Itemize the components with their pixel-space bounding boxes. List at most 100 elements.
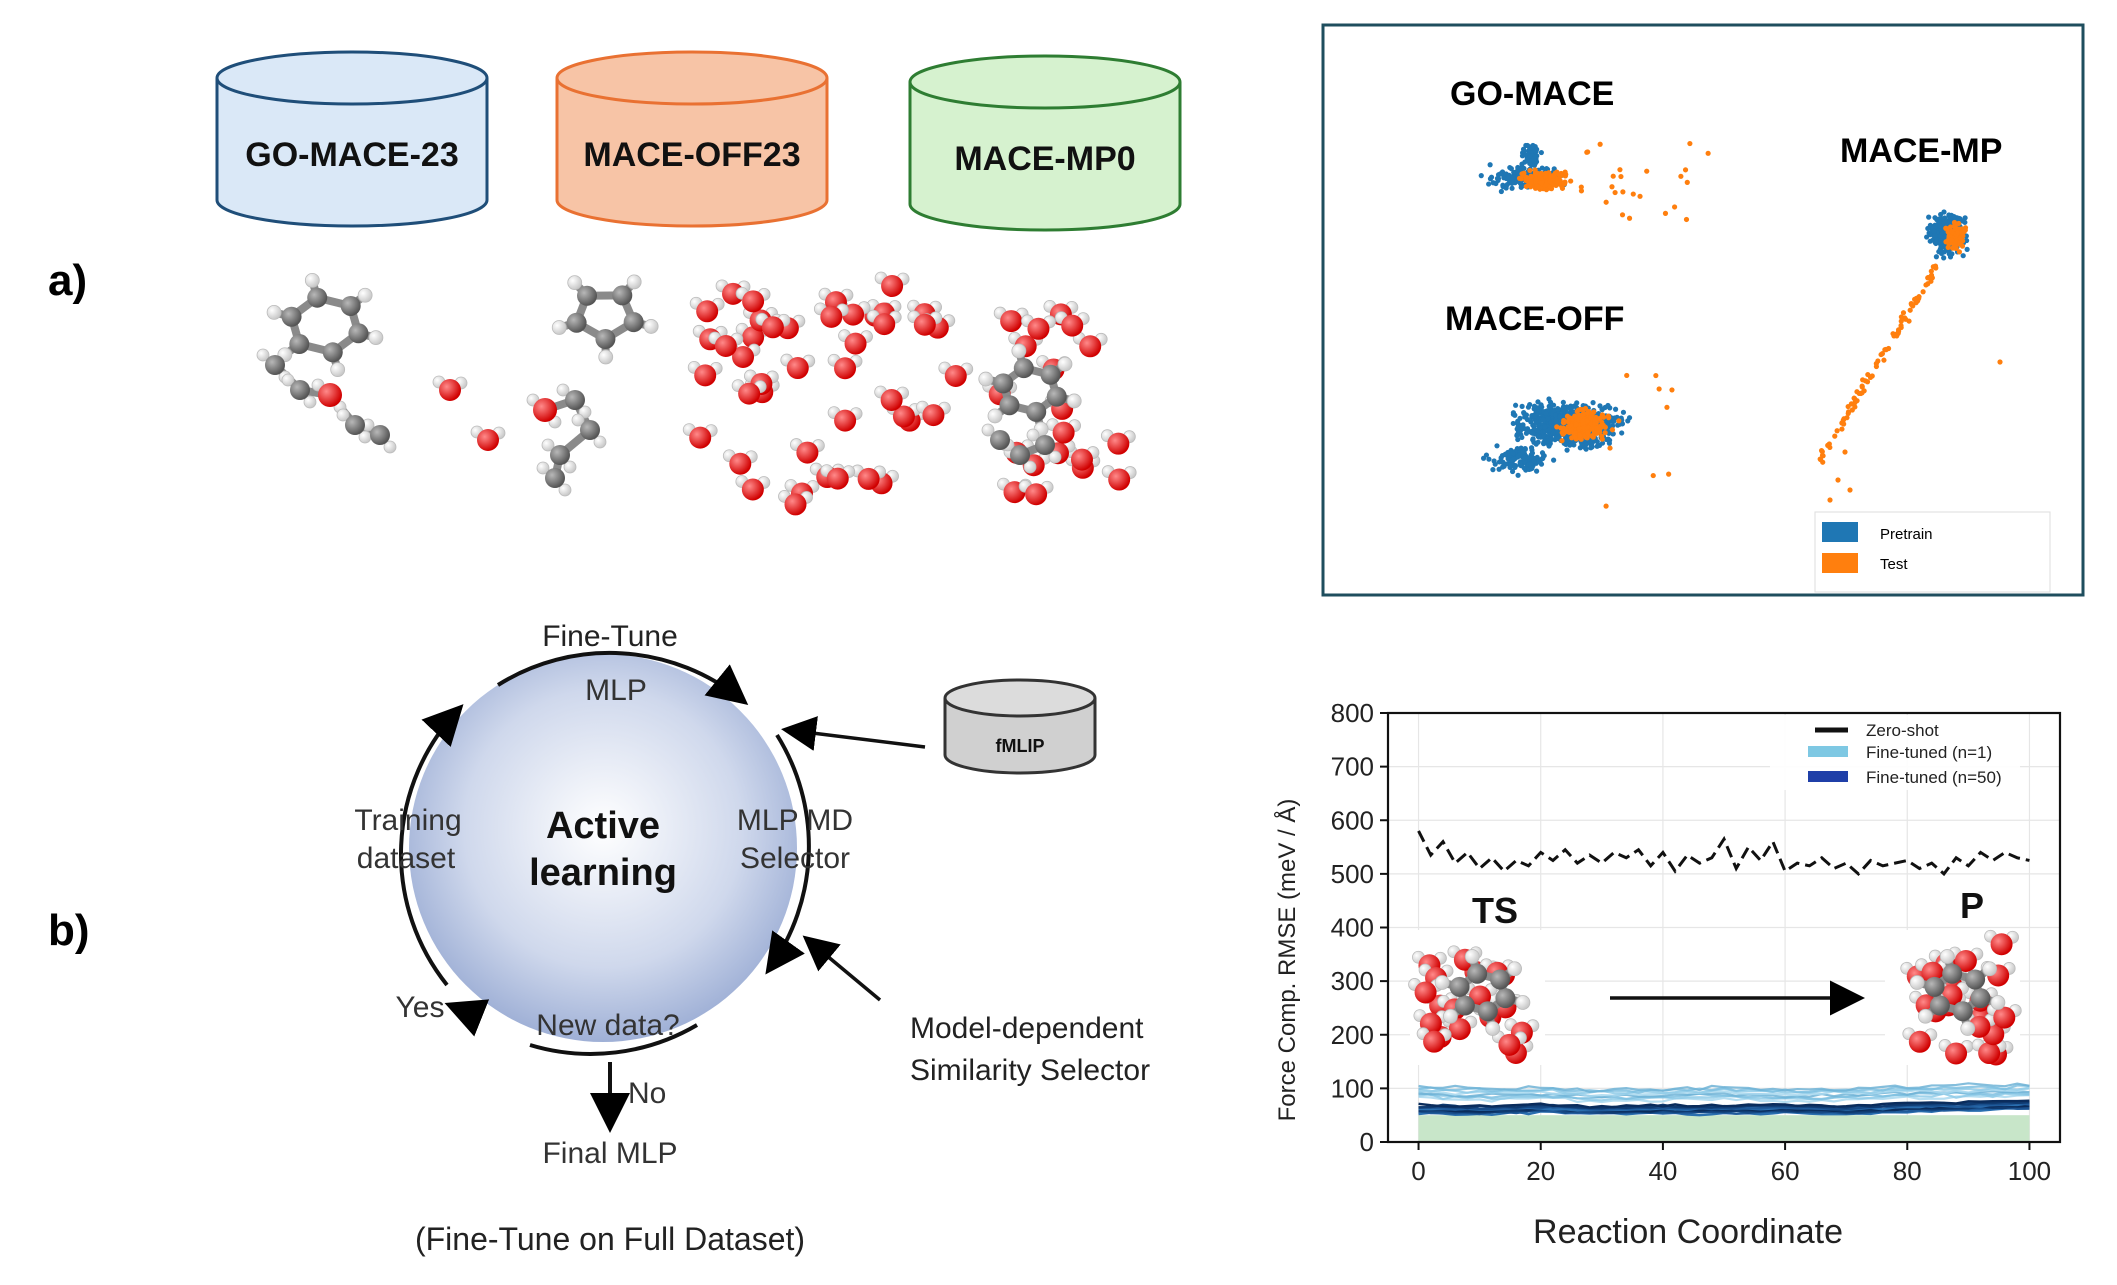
embedding-point [1839, 426, 1845, 432]
embedding-point [1847, 487, 1853, 493]
hydrogen-atom [330, 362, 346, 378]
embedding-point [1662, 210, 1669, 216]
embedding-point [1582, 405, 1589, 412]
series-fine-tuned-1-line [1418, 1094, 2030, 1104]
oxygen-atom [742, 290, 765, 313]
x-tick-label: 100 [2008, 1156, 2051, 1186]
hydrogen-atom [598, 349, 614, 365]
embedding-point [1560, 408, 1566, 415]
embedding-point [1584, 410, 1590, 416]
embedding-point [1511, 169, 1517, 175]
hydrogen-atom [1057, 356, 1073, 372]
embedding-point [1534, 427, 1540, 433]
embedding-point [1594, 443, 1600, 449]
embedding-point [1637, 193, 1643, 199]
embedding-point [1907, 307, 1913, 313]
embedding-point [1551, 457, 1557, 463]
hydrogen-atom [626, 274, 642, 290]
embedding-point [1547, 405, 1553, 411]
carbon-atom [1965, 969, 1986, 990]
embedding-point [1504, 182, 1510, 188]
x-tick-label: 60 [1771, 1156, 1800, 1186]
legend-label-zero-shot: Zero-shot [1866, 721, 1939, 740]
embedding-point [1610, 431, 1616, 437]
embedding-point [1865, 371, 1871, 378]
oxygen-atom [834, 409, 857, 432]
hydrogen-atom [1960, 1021, 1976, 1036]
embedding-point [1510, 450, 1516, 457]
oxygen-atom [742, 326, 765, 349]
oxygen-atom [1448, 1018, 1471, 1041]
embedding-point [1529, 430, 1535, 436]
embedding-point [1588, 415, 1594, 421]
embedding-point [1543, 410, 1549, 416]
center-title-line1: Active [546, 805, 660, 847]
embedding-point [1502, 451, 1508, 457]
carbon-atom [1035, 435, 1055, 455]
arc-arrow-bottom [529, 1023, 699, 1056]
embedding-point [1666, 471, 1672, 477]
embedding-point [1618, 173, 1624, 180]
oxygen-atom [1107, 432, 1130, 455]
carbon-atom [623, 312, 644, 333]
embedding-point [1527, 160, 1533, 167]
embedding-point [1933, 254, 1939, 260]
embedding-point [1521, 165, 1527, 172]
embedding-point [1520, 449, 1526, 455]
embedding-point [1566, 415, 1572, 421]
y-tick-label: 800 [1331, 698, 1374, 728]
embedding-points [1478, 140, 2003, 509]
selector-arrow [802, 935, 882, 1002]
embedding-point [1592, 417, 1598, 423]
cluster-label-mace-mp: MACE-MP [1840, 132, 2002, 170]
embedding-point [1589, 444, 1595, 450]
fine-tuned-bands [1418, 1082, 2030, 1117]
embedding-point [1557, 413, 1563, 420]
label-training: Training [354, 804, 461, 837]
embedding-point [1705, 150, 1711, 156]
embedding-point [1832, 433, 1838, 439]
embedding-point [1818, 447, 1825, 454]
embedding-point [1540, 417, 1546, 423]
embedding-point [1938, 250, 1945, 257]
embedding-point [1590, 400, 1596, 406]
oxygen-atom [1027, 317, 1050, 340]
arc-arrow-top [496, 650, 749, 706]
oxygen-atom [796, 441, 819, 464]
embedding-point [1925, 274, 1931, 281]
embedding-point [1498, 188, 1504, 195]
embedding-point [1854, 389, 1860, 395]
embedding-point [1515, 436, 1521, 443]
embedding-point [1516, 429, 1522, 435]
y-tick-label: 400 [1331, 913, 1374, 943]
embedding-point [1486, 456, 1492, 462]
legend-label-fine-tuned-1: Fine-tuned (n=1) [1866, 743, 1992, 762]
oxygen-atom [1070, 448, 1093, 471]
embedding-point [1533, 176, 1539, 182]
oxygen-atom [1498, 1033, 1521, 1056]
embedding-point [1842, 449, 1848, 455]
dataset-label: MACE-OFF23 [583, 136, 800, 174]
carbon-atom [990, 430, 1010, 450]
carbon-atom [348, 323, 369, 344]
oxygen-atom [696, 300, 719, 323]
carbon-atom [322, 342, 343, 363]
oxygen-atom [784, 493, 807, 516]
carbon-atom [289, 334, 310, 355]
embedding-point [1941, 255, 1947, 261]
oxygen-atom [1079, 335, 1102, 358]
embedding-point [1609, 184, 1615, 190]
embedding-point [1495, 176, 1502, 182]
embedding-point [1841, 421, 1847, 427]
oxygen-atom [826, 467, 849, 490]
oxygen-atom [761, 316, 784, 339]
embedding-point [1620, 409, 1627, 415]
hydrogen-atom [551, 320, 567, 335]
embedding-point [1619, 212, 1626, 218]
panel-label-a: a) [48, 256, 87, 305]
embedding-point [1536, 433, 1542, 440]
cylinder-top [555, 50, 829, 106]
embedding-point [1938, 211, 1944, 218]
y-tick-label: 700 [1331, 752, 1374, 782]
embedding-point [1962, 227, 1968, 233]
